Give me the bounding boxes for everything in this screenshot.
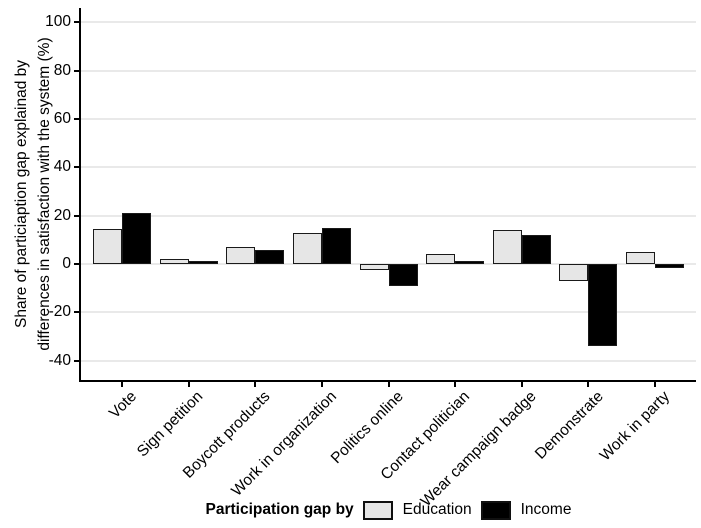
bar-income: [188, 261, 218, 265]
bar-income: [321, 227, 351, 265]
x-tick-mark: [520, 380, 523, 387]
legend-swatch-income: [480, 500, 511, 520]
y-tick-label: 100: [45, 13, 71, 31]
gridline: [81, 118, 696, 121]
gridline: [81, 166, 696, 169]
y-tick-label: -20: [48, 303, 71, 321]
y-tick-label: 0: [62, 255, 71, 273]
bar-education: [492, 230, 522, 265]
bar-income: [521, 235, 551, 265]
y-axis-title-line1: Share of particiaption gap explainad by: [13, 60, 30, 328]
x-tick-label: Wear campaign badge: [417, 388, 540, 511]
bar-education: [626, 251, 655, 265]
legend-label-income: Income: [520, 501, 572, 518]
legend-title: Participation gap by: [205, 501, 354, 518]
bar-income: [255, 249, 285, 265]
y-tick-mark: [74, 263, 81, 266]
y-tick-mark: [74, 21, 81, 24]
x-tick-label: Sign petition: [134, 388, 207, 461]
y-tick-label: -40: [48, 351, 71, 369]
bar-education: [426, 254, 456, 265]
legend-label-education: Education: [402, 501, 472, 518]
bar-income: [122, 213, 151, 265]
x-tick-mark: [121, 380, 123, 387]
legend-item-income: Income: [480, 500, 572, 520]
y-axis-line: [79, 8, 81, 380]
y-tick-mark: [74, 69, 81, 72]
x-tick-mark: [654, 380, 656, 387]
gridline: [81, 311, 696, 314]
x-tick-mark: [254, 380, 257, 387]
y-tick-mark: [74, 118, 81, 121]
x-tick-label: Vote: [106, 388, 141, 422]
x-axis-line: [79, 380, 696, 382]
bar-income: [388, 264, 418, 286]
x-tick-mark: [387, 380, 390, 387]
y-tick-mark: [74, 214, 81, 217]
y-tick-mark: [74, 311, 81, 314]
y-tick-label: 40: [53, 158, 71, 176]
bar-education: [292, 232, 322, 265]
gridline: [81, 359, 696, 362]
gridline: [81, 69, 696, 72]
bar-income: [655, 264, 684, 268]
legend-swatch-education: [362, 500, 393, 520]
bar-education: [93, 229, 122, 265]
bar-income: [455, 261, 485, 265]
bar-education: [359, 264, 389, 271]
x-tick-mark: [320, 380, 323, 387]
y-tick-label: 80: [53, 61, 71, 79]
y-tick-label: 60: [53, 110, 71, 128]
gridline: [81, 21, 696, 24]
x-tick-label: Work in party: [596, 388, 674, 465]
y-tick-label: 20: [53, 206, 71, 224]
x-tick-mark: [187, 380, 190, 387]
x-tick-mark: [587, 380, 590, 387]
x-tick-mark: [454, 380, 457, 387]
y-tick-mark: [74, 166, 81, 169]
bar-education: [159, 259, 189, 265]
legend: Participation gap by Education Income: [81, 494, 696, 526]
y-tick-mark: [74, 359, 81, 362]
bar-income: [588, 264, 618, 347]
legend-item-education: Education: [362, 500, 472, 520]
gridline: [81, 214, 696, 217]
bar-education: [226, 247, 256, 265]
bar-education: [559, 264, 589, 281]
